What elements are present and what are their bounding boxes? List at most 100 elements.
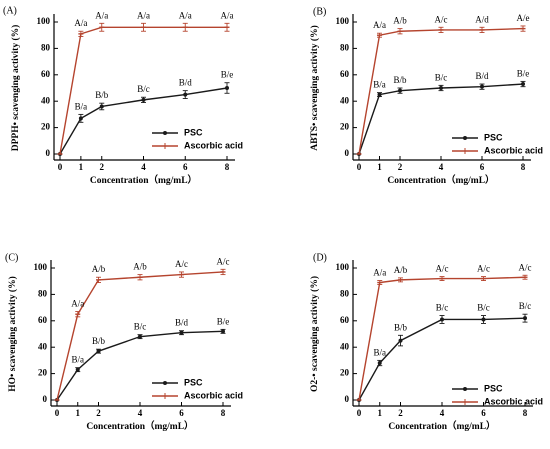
legend-label: Ascorbic acid	[484, 145, 543, 155]
panel-label: (A)	[3, 5, 17, 16]
data-label: A/a	[373, 268, 386, 278]
data-label: A/b	[92, 264, 106, 274]
legend-item-ascorbic-acid: Ascorbic acid	[452, 396, 543, 406]
legend-marker	[463, 136, 467, 140]
chart-panel-2: (B) 0 20 40 60 80 100 0 1 2 4 6 8 Concentration（mg/mL…	[309, 6, 543, 186]
legend-label: PSC	[184, 127, 203, 137]
panel-label: (B)	[313, 6, 326, 17]
y-axis-title: O2-• scavenging activity (%)	[309, 276, 320, 392]
data-label: A/b	[133, 262, 147, 272]
y-tick-label: 80	[340, 42, 350, 52]
series-psc: B/a B/b B/c B/c B/c	[357, 301, 531, 402]
data-label: B/c	[519, 301, 532, 311]
data-point	[398, 88, 402, 93]
data-point	[521, 82, 525, 87]
y-axis-title: HO• scavenging activity (%)	[7, 276, 18, 391]
x-tick-label: 8	[521, 162, 526, 172]
data-point	[138, 334, 142, 339]
chart-panel-4: (D) 0 20 40 60 80 100 0 1 2 4 6 8 Concentration（mg/mL…	[309, 252, 543, 432]
legend-label: Ascorbic acid	[184, 390, 243, 400]
x-axis-title: Concentration（mg/mL）	[387, 174, 494, 186]
series-psc: B/a B/b B/c B/d B/e	[55, 316, 229, 402]
y-tick-label: 100	[37, 16, 51, 26]
data-label: B/e	[517, 68, 530, 78]
y-tick-label: 100	[34, 262, 48, 272]
data-label: B/a	[72, 355, 85, 365]
data-label: A/c	[436, 264, 449, 274]
data-label: B/b	[95, 90, 109, 100]
y-tick-label: 80	[340, 288, 350, 298]
data-label: A/b	[394, 265, 408, 275]
legend-label: PSC	[484, 383, 503, 393]
y-tick-label: 20	[340, 368, 350, 378]
data-label: B/a	[374, 347, 387, 357]
data-label: B/a	[75, 101, 88, 111]
data-label: B/d	[475, 71, 489, 81]
data-label: A/a	[137, 10, 150, 20]
legend-item-ascorbic-acid: Ascorbic acid	[452, 145, 543, 155]
x-tick-label: 2	[398, 162, 403, 172]
y-tick-label: 60	[38, 315, 48, 325]
data-label: A/c	[175, 259, 188, 269]
data-point	[377, 361, 382, 366]
data-point	[99, 104, 104, 109]
data-label: B/c	[134, 322, 147, 332]
x-axis-title: Concentration（mg/mL）	[86, 420, 193, 432]
data-point	[141, 97, 146, 102]
data-label: A/c	[435, 14, 448, 24]
y-tick-label: 80	[41, 42, 51, 52]
legend-item-ascorbic-acid: Ascorbic acid	[152, 140, 243, 150]
x-tick-label: 4	[440, 408, 445, 418]
x-tick-label: 0	[55, 408, 60, 418]
data-label: B/c	[436, 303, 449, 313]
data-label: A/d	[475, 14, 489, 24]
data-label: A/a	[71, 299, 84, 309]
data-point	[523, 316, 527, 321]
legend-label: Ascorbic acid	[484, 396, 543, 406]
series-line	[56, 271, 224, 401]
x-tick-label: 2	[100, 162, 105, 172]
data-label: A/c	[477, 264, 490, 274]
data-label: A/c	[519, 262, 532, 272]
x-tick-label: 6	[480, 162, 485, 172]
y-tick-label: 60	[340, 69, 350, 79]
x-tick-label: 6	[481, 408, 486, 418]
data-point	[440, 317, 444, 322]
y-tick-label: 20	[41, 122, 51, 132]
series-line	[59, 26, 227, 155]
data-label: B/b	[393, 75, 407, 85]
series-ascorbic-acid: A/a A/b A/c A/d A/e	[356, 13, 530, 155]
y-tick-label: 0	[46, 148, 51, 158]
x-tick-label: 6	[179, 408, 184, 418]
data-label: B/e	[221, 70, 234, 80]
data-point	[439, 86, 443, 90]
legend-item-psc: PSC	[152, 127, 203, 137]
data-point	[179, 330, 184, 335]
x-tick-label: 0	[357, 408, 362, 418]
data-label: B/d	[179, 78, 193, 88]
series-line	[59, 87, 228, 155]
x-tick-label: 8	[225, 162, 230, 172]
legend-marker	[163, 381, 167, 385]
legend-item-psc: PSC	[452, 132, 503, 142]
x-tick-label: 4	[141, 162, 146, 172]
x-axis-title: Concentration（mg/mL）	[388, 420, 495, 432]
y-tick-label: 60	[41, 69, 51, 79]
data-point	[183, 92, 188, 97]
data-label: A/a	[74, 18, 87, 28]
x-tick-label: 1	[76, 408, 81, 418]
y-axis-title: ABTS• scavenging activity (%)	[309, 25, 320, 151]
data-point	[398, 338, 403, 343]
data-label: A/a	[179, 10, 192, 20]
legend-item-ascorbic-acid: Ascorbic acid	[152, 390, 243, 400]
y-tick-label: 0	[345, 394, 350, 404]
chart-panel-3: (C) 0 20 40 60 80 100 0 1 2 4 6 8 Concentration（mg/mL…	[5, 252, 243, 432]
x-tick-label: 1	[79, 162, 84, 172]
data-point	[78, 116, 83, 121]
series-line	[358, 276, 526, 401]
y-tick-label: 40	[41, 95, 51, 105]
x-tick-label: 0	[357, 162, 362, 172]
x-tick-label: 1	[377, 162, 382, 172]
legend-marker	[463, 387, 467, 391]
